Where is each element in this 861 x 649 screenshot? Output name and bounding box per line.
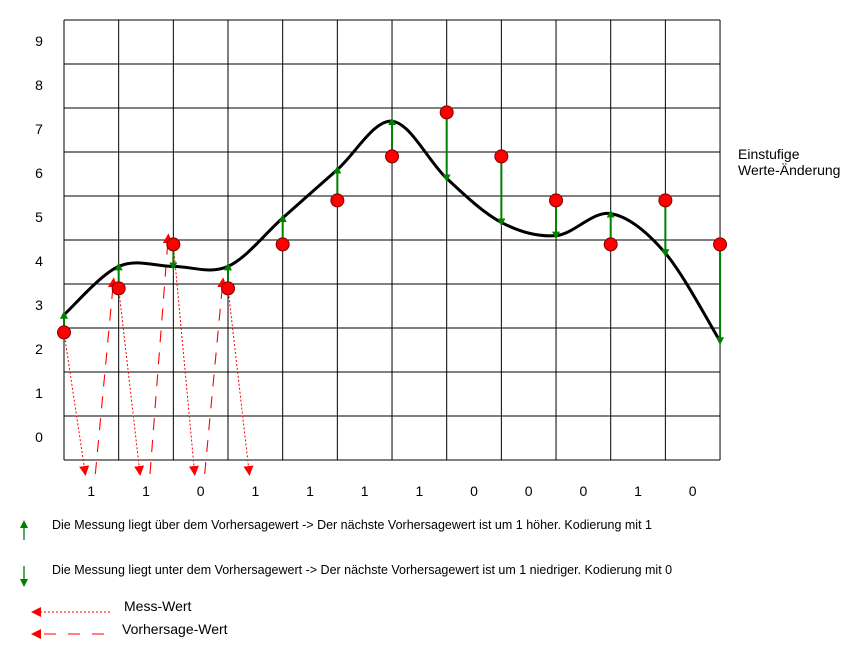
code-digit: 0 xyxy=(689,483,697,499)
measured-point xyxy=(111,281,126,296)
y-tick-label: 9 xyxy=(35,33,43,49)
code-digit: 1 xyxy=(251,483,259,499)
side-label-line2: Werte-Änderung xyxy=(738,162,840,178)
code-digit: 0 xyxy=(525,483,533,499)
predicted-link xyxy=(94,277,118,475)
legend-measured-label: Mess-Wert xyxy=(124,598,192,614)
side-label-line1: Einstufige xyxy=(738,146,800,162)
code-digit: 0 xyxy=(579,483,587,499)
y-tick-label: 7 xyxy=(35,121,43,137)
measured-point xyxy=(275,237,290,252)
measured-link xyxy=(227,288,254,476)
measured-link xyxy=(63,332,90,476)
legend: Die Messung liegt über dem Vorhersagewer… xyxy=(20,518,672,639)
code-digit: 1 xyxy=(361,483,369,499)
measured-point xyxy=(221,281,236,296)
measured-point xyxy=(658,193,673,208)
measured-point xyxy=(713,237,728,252)
measured-link xyxy=(172,244,199,476)
measured-point xyxy=(603,237,618,252)
code-digit: 0 xyxy=(470,483,478,499)
predicted-link xyxy=(204,277,228,475)
code-row: 1 1 0 1 1 1 1 0 0 0 1 0 xyxy=(87,483,696,499)
grid xyxy=(63,19,721,461)
y-tick-label: 3 xyxy=(35,297,43,313)
measured-point xyxy=(385,149,400,164)
measured-point xyxy=(549,193,564,208)
legend-down-text: Die Messung liegt unter dem Vorhersagewe… xyxy=(52,563,672,577)
code-digit: 1 xyxy=(142,483,150,499)
y-tick-label: 1 xyxy=(35,385,43,401)
prediction-links xyxy=(63,233,254,476)
y-tick-label: 6 xyxy=(35,165,43,181)
legend-up-text: Die Messung liegt über dem Vorhersagewer… xyxy=(52,518,652,532)
code-digit: 1 xyxy=(415,483,423,499)
measurement-points xyxy=(57,105,728,340)
y-tick-label: 8 xyxy=(35,77,43,93)
measured-point xyxy=(330,193,345,208)
y-tick-label: 2 xyxy=(35,341,43,357)
measured-point xyxy=(166,237,181,252)
y-axis-labels: 0 1 2 3 4 5 6 7 8 9 xyxy=(35,33,43,445)
measured-point xyxy=(494,149,509,164)
measured-point xyxy=(439,105,454,120)
y-tick-label: 5 xyxy=(35,209,43,225)
legend-predicted-label: Vorhersage-Wert xyxy=(122,621,228,637)
y-tick-label: 0 xyxy=(35,429,43,445)
code-digit: 1 xyxy=(306,483,314,499)
code-digit: 1 xyxy=(634,483,642,499)
measured-link xyxy=(118,288,145,476)
measured-point xyxy=(57,325,71,340)
y-tick-label: 4 xyxy=(35,253,43,269)
code-digit: 0 xyxy=(197,483,205,499)
predicted-link xyxy=(149,233,173,475)
code-digit: 1 xyxy=(87,483,95,499)
